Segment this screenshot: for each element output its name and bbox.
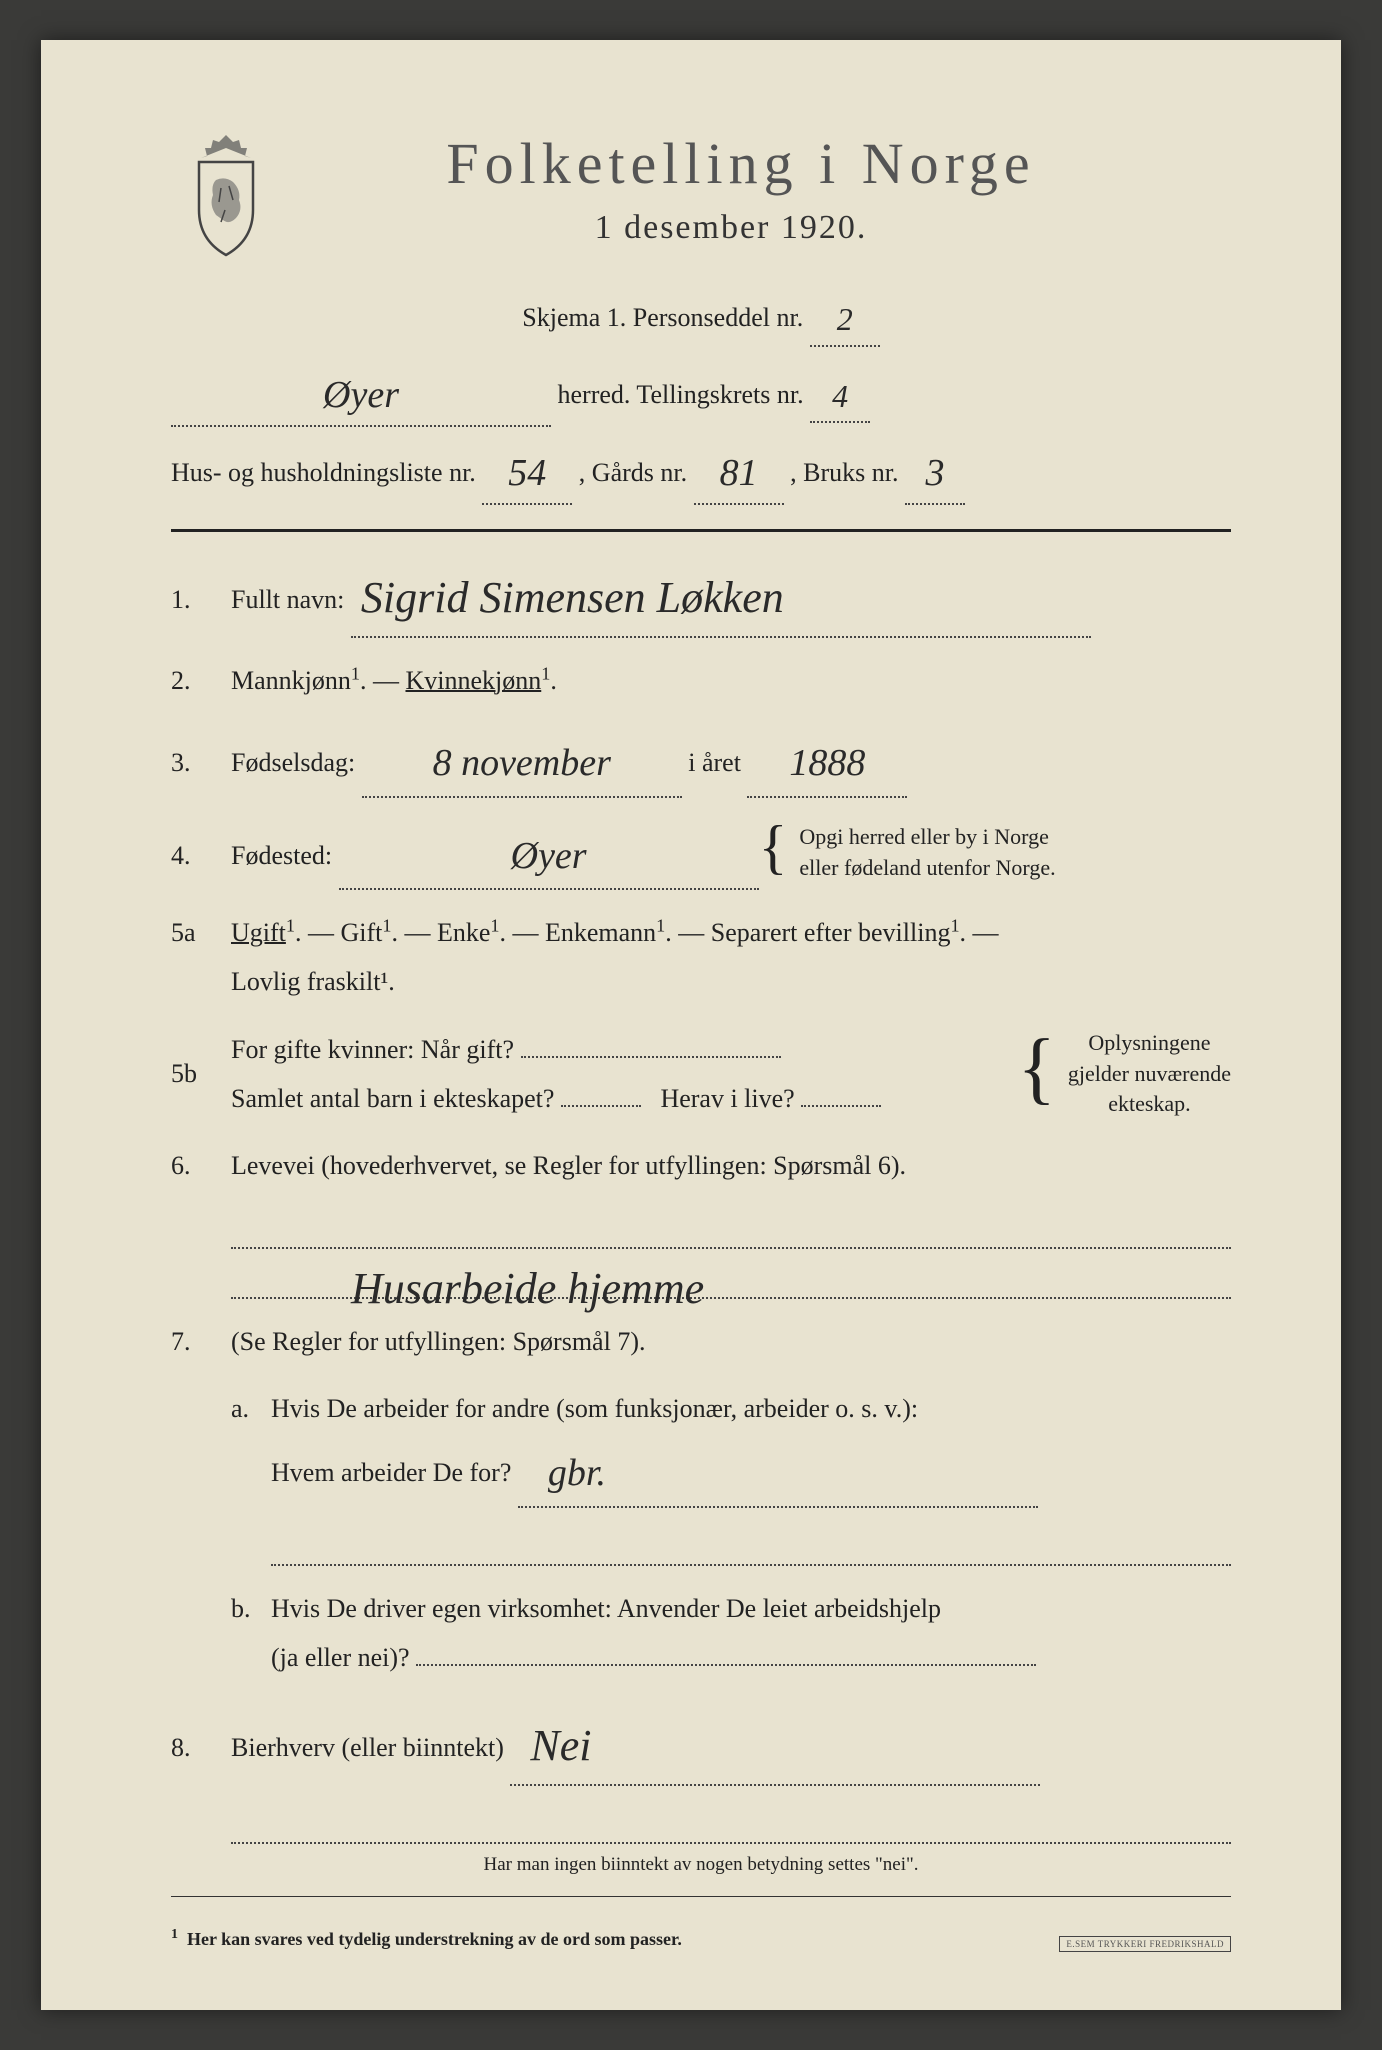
question-1: 1. Fullt navn: Sigrid Simensen Løkken [171, 552, 1231, 638]
q1-num: 1. [171, 585, 231, 615]
skjema-label: Skjema 1. Personseddel nr. [522, 303, 803, 332]
husliste-nr: 54 [508, 452, 546, 494]
question-7a: a. Hvis De arbeider for andre (som funks… [231, 1384, 1231, 1508]
subtitle-date: 1 desember 1920. [231, 209, 1231, 247]
meta-skjema-line: Skjema 1. Personseddel nr. 2 [171, 287, 1231, 347]
q7a-text1: Hvis De arbeider for andre (som funksjon… [271, 1394, 918, 1423]
question-7b: b. Hvis De driver egen virksomhet: Anven… [231, 1584, 1231, 1683]
printer-mark: E.SEM TRYKKERI FREDRIKSHALD [1059, 1936, 1231, 1952]
q6-label: Levevei (hovederhvervet, se Regler for u… [231, 1141, 1231, 1190]
q5b-num: 5b [171, 1059, 231, 1089]
question-6: 6. Levevei (hovederhvervet, se Regler fo… [171, 1141, 1231, 1190]
q7a-letter: a. [231, 1394, 271, 1424]
q4-num: 4. [171, 841, 231, 871]
q2-num: 2. [171, 666, 231, 696]
divider-bottom [171, 1896, 1231, 1897]
q4-value: Øyer [511, 835, 587, 877]
herred-label: herred. Tellingskrets nr. [558, 380, 804, 409]
q5b-label3: Herav i live? [660, 1084, 794, 1113]
question-7: 7. (Se Regler for utfyllingen: Spørsmål … [171, 1317, 1231, 1366]
q7b-text1: Hvis De driver egen virksomhet: Anvender… [271, 1594, 941, 1623]
meta-hus-line: Hus- og husholdningsliste nr. 54 , Gårds… [171, 435, 1231, 505]
q3-label: Fødselsdag: [231, 748, 355, 777]
footnote-nei: Har man ingen biinntekt av nogen betydni… [171, 1854, 1231, 1876]
q7a-blank-line [271, 1526, 1231, 1566]
q1-value: Sigrid Simensen Løkken [361, 573, 784, 622]
q7b-text2: (ja eller nei)? [271, 1643, 410, 1672]
herred-value: Øyer [323, 374, 399, 416]
question-5a: 5a Ugift1. — Gift1. — Enke1. — Enkemann1… [171, 908, 1231, 1007]
q1-label: Fullt navn: [231, 585, 344, 614]
q2-mann: Mannkjønn [231, 666, 351, 695]
census-form-page: Folketelling i Norge 1 desember 1920. Sk… [41, 40, 1341, 2010]
q6-value-line: Husarbeide hjemme [231, 1259, 1231, 1299]
bruks-label: , Bruks nr. [790, 458, 898, 487]
tellingskrets-nr: 4 [832, 378, 848, 414]
q8-blank-line [231, 1804, 1231, 1844]
q5b-label1: For gifte kvinner: Når gift? [231, 1035, 514, 1064]
husliste-label: Hus- og husholdningsliste nr. [171, 458, 476, 487]
bruks-nr: 3 [925, 452, 944, 494]
question-3: 3. Fødselsdag: 8 november i året 1888 [171, 723, 1231, 797]
coat-of-arms-icon [181, 130, 271, 260]
brace-icon: { [1017, 1052, 1055, 1084]
gards-nr: 81 [720, 452, 758, 494]
divider-top [171, 529, 1231, 532]
q3-year: 1888 [789, 742, 865, 784]
q4-note: Opgi herred eller by i Norge eller fødel… [799, 822, 1055, 884]
q5a-num: 5a [171, 918, 231, 948]
header: Folketelling i Norge 1 desember 1920. [171, 130, 1231, 247]
q7-num: 7. [171, 1327, 231, 1357]
q2-kvinne: Kvinnekjønn [405, 666, 541, 695]
q8-label: Bierhverv (eller biinntekt) [231, 1733, 504, 1762]
q5a-ugift: Ugift [231, 918, 286, 947]
question-8: 8. Bierhverv (eller biinntekt) Nei [171, 1700, 1231, 1786]
q7b-letter: b. [231, 1594, 271, 1624]
meta-herred-line: Øyer herred. Tellingskrets nr. 4 [171, 357, 1231, 427]
q3-num: 3. [171, 748, 231, 778]
q5a-line2: Lovlig fraskilt¹. [231, 967, 395, 996]
question-4: 4. Fødested: Øyer { Opgi herred eller by… [171, 816, 1231, 890]
q6-num: 6. [171, 1151, 231, 1181]
q6-value: Husarbeide hjemme [351, 1263, 704, 1299]
main-title: Folketelling i Norge [251, 130, 1231, 197]
q7a-value: gbr. [548, 1452, 606, 1494]
q8-value: Nei [530, 1721, 591, 1770]
q8-num: 8. [171, 1733, 231, 1763]
question-2: 2. Mannkjønn1. — Kvinnekjønn1. [171, 656, 1231, 705]
q5b-note: Oplysningene gjelder nuværende ekteskap. [1068, 1028, 1231, 1120]
brace-icon: { [759, 835, 788, 859]
question-5b: 5b For gifte kvinner: Når gift? Samlet a… [171, 1025, 1231, 1124]
q4-label: Fødested: [231, 841, 332, 870]
q3-day: 8 november [433, 742, 611, 784]
q6-blank-line [231, 1209, 1231, 1249]
gards-label: , Gårds nr. [579, 458, 687, 487]
personseddel-nr: 2 [837, 301, 853, 337]
q3-mid: i året [688, 748, 741, 777]
q5b-label2: Samlet antal barn i ekteskapet? [231, 1084, 554, 1113]
q7-label: (Se Regler for utfyllingen: Spørsmål 7). [231, 1317, 1231, 1366]
q7a-text2: Hvem arbeider De for? [271, 1458, 511, 1487]
